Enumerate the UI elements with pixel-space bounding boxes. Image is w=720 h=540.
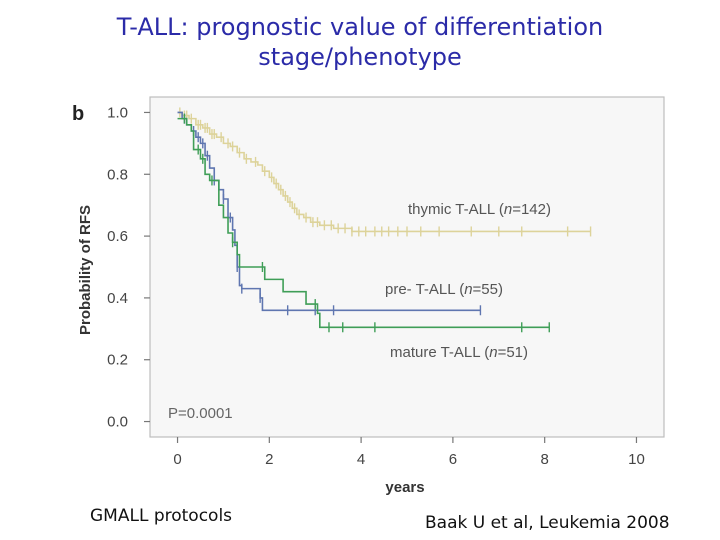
y-tick-label: 0.2 xyxy=(107,352,128,369)
legend-thymic-n: n xyxy=(504,201,512,218)
legend-pre-suffix: =55) xyxy=(473,281,503,298)
x-tick-label: 10 xyxy=(628,451,645,468)
legend-pre-n: n xyxy=(464,281,472,298)
x-tick-label: 2 xyxy=(265,451,273,468)
survival-curves xyxy=(177,107,592,333)
legend-mature-prefix: mature T-ALL ( xyxy=(390,344,489,361)
axes: 0 2 4 6 8 10 0.0 0.2 0.4 0.6 0.8 1.0 xyxy=(107,104,645,468)
legend-label-pre: pre- T-ALL (n=55) xyxy=(385,281,503,298)
legend-pre-prefix: pre- T-ALL ( xyxy=(385,281,464,298)
legend-thymic-prefix: thymic T-ALL ( xyxy=(408,201,504,218)
x-tick-label: 4 xyxy=(357,451,365,468)
panel-label: b xyxy=(72,103,84,125)
x-tick-label: 0 xyxy=(173,451,181,468)
caption-citation: Baak U et al, Leukemia 2008 xyxy=(425,513,670,533)
y-tick-label: 1.0 xyxy=(107,104,128,121)
p-value-annotation: P=0.0001 xyxy=(168,405,233,422)
curve-mature-t-all xyxy=(177,117,550,329)
caption-protocols: GMALL protocols xyxy=(90,506,233,526)
slide-title: T-ALL: prognostic value of differentiati… xyxy=(60,12,660,72)
slide-title-line-1: T-ALL: prognostic value of differentiati… xyxy=(116,13,604,41)
curve-thymic-t-all xyxy=(177,111,591,233)
legend-label-mature: mature T-ALL (n=51) xyxy=(390,344,528,361)
legend-label-thymic: thymic T-ALL (n=142) xyxy=(408,201,551,218)
x-axis-label: years xyxy=(385,479,424,496)
y-tick-label: 0.6 xyxy=(107,228,128,245)
x-tick-label: 6 xyxy=(449,451,457,468)
y-tick-label: 0.8 xyxy=(107,166,128,183)
legend-mature-n: n xyxy=(489,344,497,361)
y-axis-label: Probability of RFS xyxy=(77,205,94,335)
y-tick-label: 0.4 xyxy=(107,290,128,307)
plot-frame xyxy=(149,96,665,438)
legend-thymic-suffix: =142) xyxy=(512,201,551,218)
legend-mature-suffix: =51) xyxy=(498,344,528,361)
slide-title-line-2: stage/phenotype xyxy=(258,43,462,71)
y-tick-label: 0.0 xyxy=(107,414,128,431)
x-tick-label: 8 xyxy=(541,451,549,468)
